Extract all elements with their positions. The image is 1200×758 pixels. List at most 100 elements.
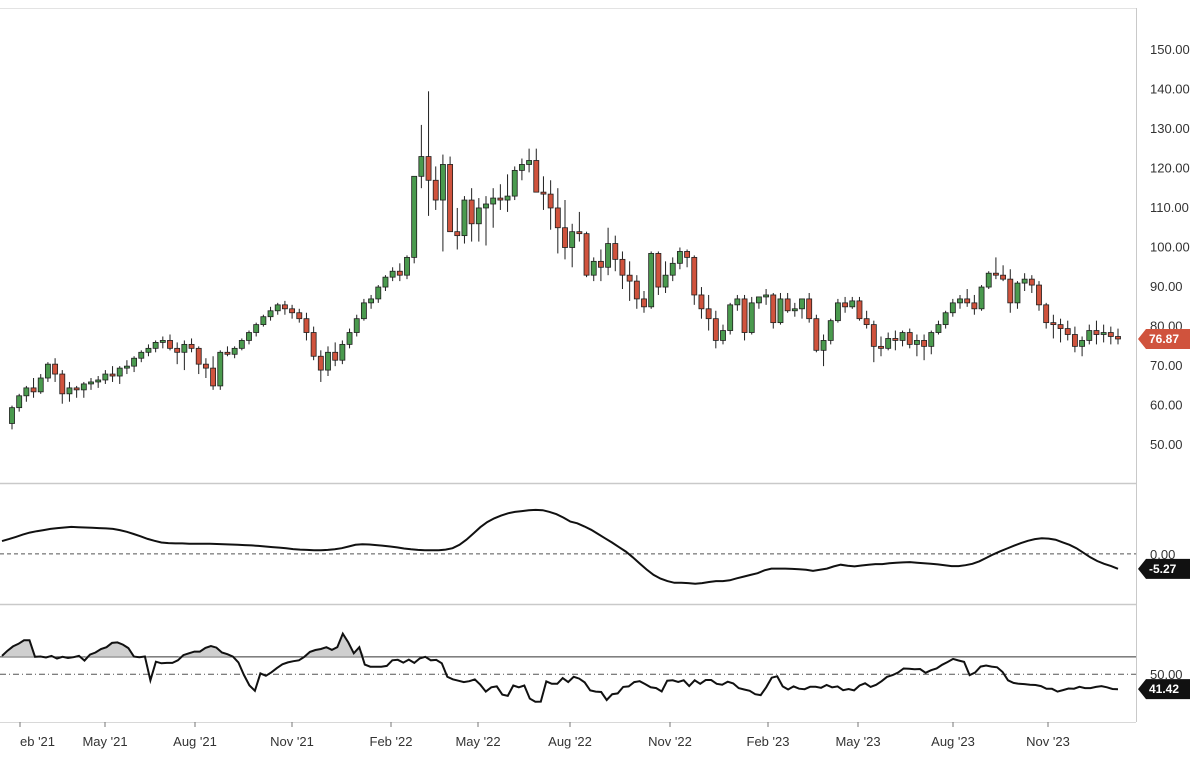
candle [885, 332, 892, 351]
price-tick-label: 150.00 [1150, 42, 1190, 57]
candle [425, 91, 432, 216]
candle [281, 300, 288, 315]
candle-body [526, 160, 533, 165]
candle [439, 154, 446, 252]
candle-body [1000, 274, 1007, 280]
time-tick-label: Aug '22 [548, 734, 592, 749]
candle [145, 344, 152, 357]
candle-body [906, 332, 913, 345]
candle [856, 296, 863, 321]
candle [159, 336, 166, 349]
candle-body [231, 347, 238, 355]
price-tick-label: 100.00 [1150, 240, 1190, 255]
candle [1057, 318, 1064, 343]
candle [23, 385, 30, 402]
candle [605, 227, 612, 276]
candle [325, 346, 331, 377]
candle [1093, 320, 1100, 345]
candle [80, 381, 87, 398]
candle [755, 296, 762, 309]
candle [633, 275, 640, 309]
candle-body [411, 175, 418, 258]
candle-body [971, 302, 978, 310]
candle-body [720, 330, 726, 341]
time-tick-label: Nov '22 [648, 734, 692, 749]
candle-body [353, 318, 360, 333]
candle [490, 188, 497, 228]
candle-body [1086, 330, 1093, 341]
candle-body [1043, 304, 1050, 324]
candle [1028, 275, 1035, 293]
candle [95, 376, 102, 388]
candle [468, 188, 475, 242]
candle-body [116, 367, 123, 377]
candle [791, 302, 798, 317]
candle-body [899, 332, 906, 341]
candle-body [1028, 278, 1035, 286]
candle-body [303, 318, 310, 333]
candle [619, 251, 626, 290]
candle-body [454, 231, 461, 237]
candle [526, 148, 533, 173]
candle [210, 356, 217, 390]
candle [554, 188, 561, 254]
candle-body [37, 377, 44, 393]
candle-body [691, 256, 698, 296]
candle-body [863, 318, 870, 326]
candle-body [66, 387, 73, 395]
candle-body [992, 272, 999, 276]
candle-body [296, 312, 303, 320]
candle-body [892, 338, 899, 341]
candle [44, 362, 51, 382]
price-tick-label: 140.00 [1150, 81, 1190, 96]
time-tick-label: Feb '22 [370, 734, 413, 749]
candle [346, 328, 353, 349]
candle-body [727, 304, 734, 331]
candle [763, 289, 770, 305]
candle-body [626, 274, 633, 282]
candle [813, 314, 820, 353]
candle [253, 322, 260, 337]
candle-body [619, 258, 626, 276]
oscillator-panel [0, 508, 1136, 585]
value-badges: 76.87 -5.27 41.42 [1138, 328, 1190, 700]
candle [73, 385, 80, 398]
candle [1014, 281, 1021, 309]
candle-body [662, 274, 669, 288]
candle-body [246, 332, 252, 341]
candle [404, 255, 410, 280]
candle-body [267, 310, 274, 318]
rsi-line [1, 631, 1119, 703]
candle-body [16, 395, 23, 409]
candle [597, 249, 604, 282]
candle-body [633, 280, 640, 300]
candle-body [1064, 328, 1071, 335]
candle-body [73, 387, 80, 391]
candle-body [942, 312, 949, 326]
candle-body [131, 357, 138, 367]
candle-body [518, 164, 525, 171]
candle [562, 200, 568, 260]
candle-body [368, 298, 375, 304]
candle [820, 334, 827, 367]
candle-body [102, 373, 109, 381]
candle [662, 261, 669, 293]
candle [547, 180, 554, 230]
candle [1115, 328, 1121, 345]
candle [641, 291, 647, 313]
candle-body [202, 363, 209, 369]
oscillator-last-badge: -5.27 [1138, 558, 1190, 579]
candle-body [138, 351, 145, 359]
candle-body [856, 300, 863, 320]
candle-body [289, 308, 296, 314]
candle-body [698, 294, 705, 310]
candle [1079, 336, 1086, 357]
candle-body [404, 256, 410, 276]
candle [66, 381, 73, 402]
candle-body [1107, 332, 1114, 337]
candle-body [597, 260, 604, 268]
candle [396, 263, 403, 282]
candle-body [382, 276, 389, 288]
candle-body [217, 351, 224, 387]
candle-body [1036, 284, 1042, 306]
